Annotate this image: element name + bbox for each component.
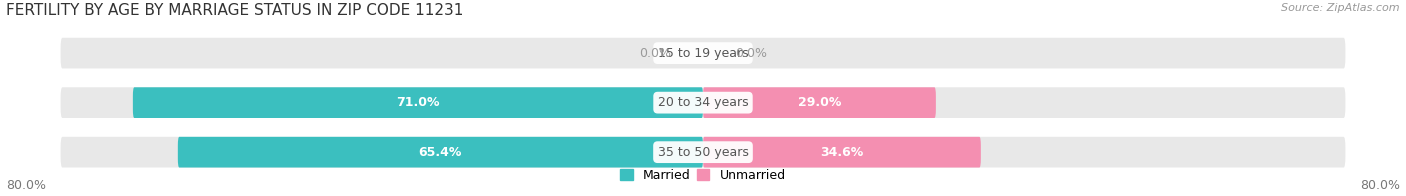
Text: 20 to 34 years: 20 to 34 years — [658, 96, 748, 109]
Text: 71.0%: 71.0% — [396, 96, 440, 109]
Text: 65.4%: 65.4% — [419, 146, 463, 159]
FancyBboxPatch shape — [60, 137, 1346, 168]
FancyBboxPatch shape — [60, 38, 1346, 68]
Text: 29.0%: 29.0% — [797, 96, 841, 109]
Text: 0.0%: 0.0% — [735, 47, 768, 60]
FancyBboxPatch shape — [703, 87, 936, 118]
Text: 15 to 19 years: 15 to 19 years — [658, 47, 748, 60]
Text: 80.0%: 80.0% — [1360, 179, 1400, 192]
Text: FERTILITY BY AGE BY MARRIAGE STATUS IN ZIP CODE 11231: FERTILITY BY AGE BY MARRIAGE STATUS IN Z… — [6, 3, 464, 18]
Text: 34.6%: 34.6% — [820, 146, 863, 159]
FancyBboxPatch shape — [703, 137, 981, 168]
Text: 35 to 50 years: 35 to 50 years — [658, 146, 748, 159]
Text: 80.0%: 80.0% — [6, 179, 46, 192]
FancyBboxPatch shape — [132, 87, 703, 118]
FancyBboxPatch shape — [177, 137, 703, 168]
Text: Source: ZipAtlas.com: Source: ZipAtlas.com — [1281, 3, 1400, 13]
Legend: Married, Unmarried: Married, Unmarried — [616, 164, 790, 187]
FancyBboxPatch shape — [60, 87, 1346, 118]
Text: 0.0%: 0.0% — [638, 47, 671, 60]
